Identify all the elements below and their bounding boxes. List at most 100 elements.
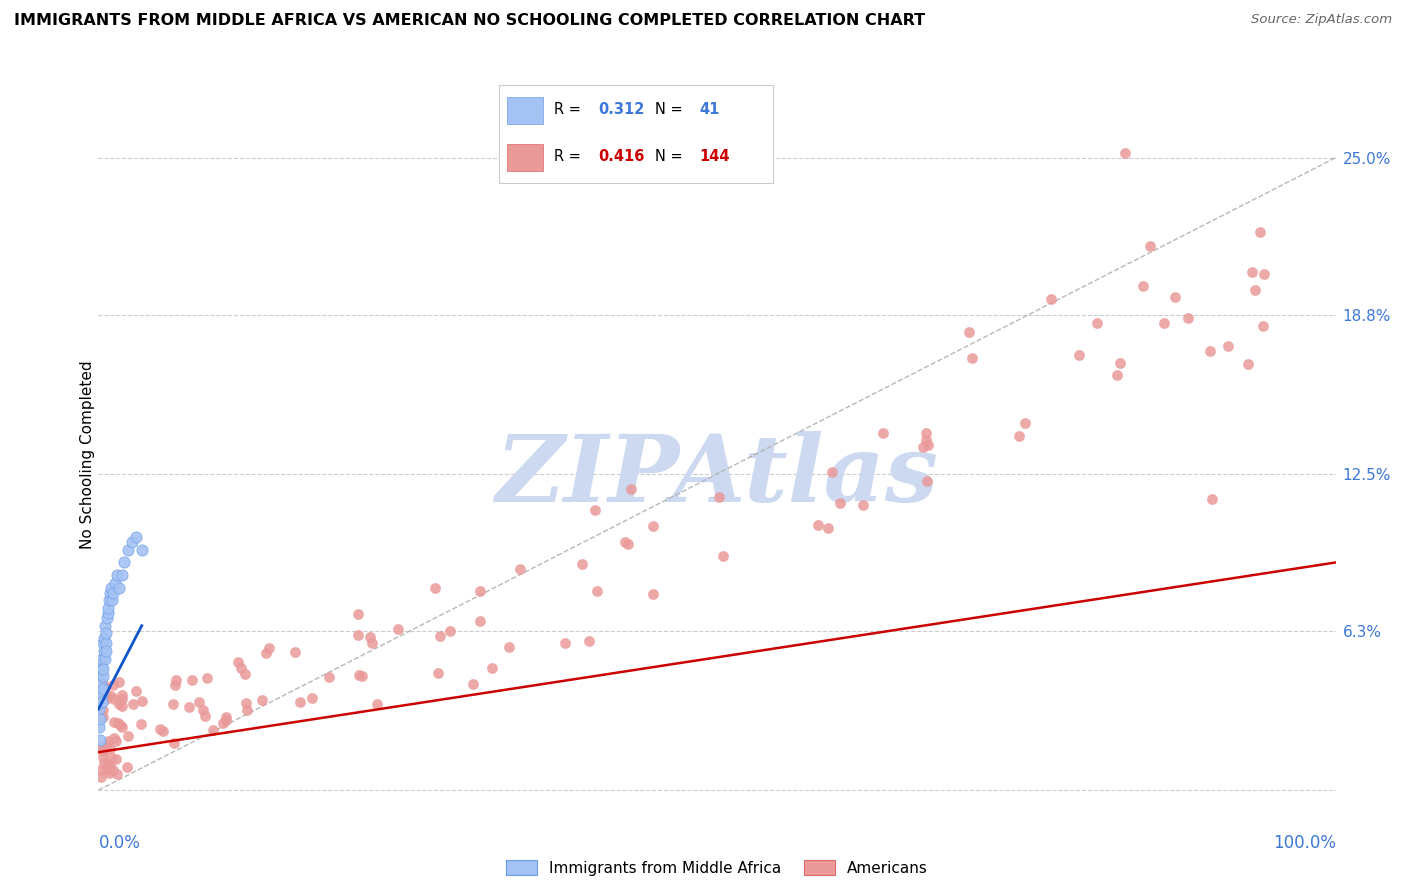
Point <box>214 710 236 724</box>
Point <box>359 631 381 645</box>
Point <box>1040 293 1063 307</box>
Point <box>91 743 114 757</box>
Point <box>124 684 146 698</box>
Point <box>100 581 122 595</box>
Point <box>93 651 115 665</box>
Point <box>1253 267 1275 281</box>
Point <box>97 758 120 772</box>
Point <box>915 426 938 441</box>
Point <box>94 636 117 650</box>
Legend: Immigrants from Middle Africa, Americans: Immigrants from Middle Africa, Americans <box>501 855 934 882</box>
Point <box>103 763 125 777</box>
Point <box>96 611 118 625</box>
Point <box>107 715 129 730</box>
Text: 100.0%: 100.0% <box>1272 834 1336 852</box>
Point <box>162 697 184 711</box>
Point <box>111 688 134 702</box>
Point <box>179 700 201 714</box>
Point <box>131 694 153 708</box>
Point <box>96 692 118 706</box>
Point <box>97 601 120 615</box>
Point <box>89 673 111 687</box>
Point <box>613 535 636 549</box>
Point <box>91 744 114 758</box>
Point <box>98 766 121 780</box>
FancyBboxPatch shape <box>508 96 543 124</box>
Point <box>212 715 235 730</box>
Point <box>347 667 370 681</box>
Point <box>429 628 451 642</box>
Text: 41: 41 <box>699 103 720 117</box>
Point <box>1008 429 1031 443</box>
Point <box>481 661 503 675</box>
Point <box>91 669 114 683</box>
Point <box>108 718 131 732</box>
Point <box>131 542 153 557</box>
Point <box>620 483 643 497</box>
Point <box>90 770 112 784</box>
Point <box>111 720 134 734</box>
Point <box>1085 316 1108 330</box>
Point <box>872 425 894 440</box>
Point <box>1153 316 1175 330</box>
Point <box>93 710 115 724</box>
Point <box>387 622 409 636</box>
Point <box>89 687 111 701</box>
Point <box>820 465 842 479</box>
Point <box>817 520 839 534</box>
Point <box>100 690 122 704</box>
Point <box>89 669 111 683</box>
Point <box>89 671 111 685</box>
Point <box>103 692 125 706</box>
Point <box>468 614 491 628</box>
Text: ZIPAtlas: ZIPAtlas <box>495 431 939 521</box>
Point <box>236 702 259 716</box>
Point <box>89 739 111 753</box>
Point <box>117 729 139 743</box>
Point <box>957 325 980 339</box>
Point <box>1067 348 1090 362</box>
Point <box>111 568 134 582</box>
Point <box>288 695 311 709</box>
Point <box>94 687 117 701</box>
Point <box>229 661 252 675</box>
Point <box>89 712 111 726</box>
Point <box>108 675 131 690</box>
Point <box>257 640 280 655</box>
Point <box>149 722 172 736</box>
Point <box>104 734 127 748</box>
Point <box>94 738 117 752</box>
Point <box>1201 492 1223 507</box>
Point <box>91 636 114 650</box>
Point <box>103 678 125 692</box>
Point <box>711 549 734 563</box>
Point <box>111 698 134 713</box>
Point <box>807 518 830 533</box>
Point <box>121 535 143 549</box>
Point <box>498 640 520 655</box>
Point <box>103 586 125 600</box>
Point <box>1199 344 1222 359</box>
Point <box>1132 279 1154 293</box>
Point <box>915 474 938 488</box>
Point <box>915 434 938 448</box>
Point <box>1236 357 1258 371</box>
Point <box>254 646 277 660</box>
Point <box>97 734 120 748</box>
Text: 0.416: 0.416 <box>598 149 644 164</box>
Point <box>585 584 607 599</box>
Point <box>107 697 129 711</box>
Point <box>124 530 146 544</box>
Point <box>89 732 111 747</box>
Point <box>97 606 120 620</box>
Point <box>87 702 110 716</box>
Point <box>188 695 211 709</box>
Point <box>191 702 214 716</box>
Point <box>554 636 576 650</box>
Point <box>163 736 186 750</box>
Point <box>301 690 323 705</box>
Point <box>91 651 114 665</box>
Point <box>152 723 174 738</box>
Point <box>1139 239 1161 253</box>
Point <box>101 593 124 607</box>
